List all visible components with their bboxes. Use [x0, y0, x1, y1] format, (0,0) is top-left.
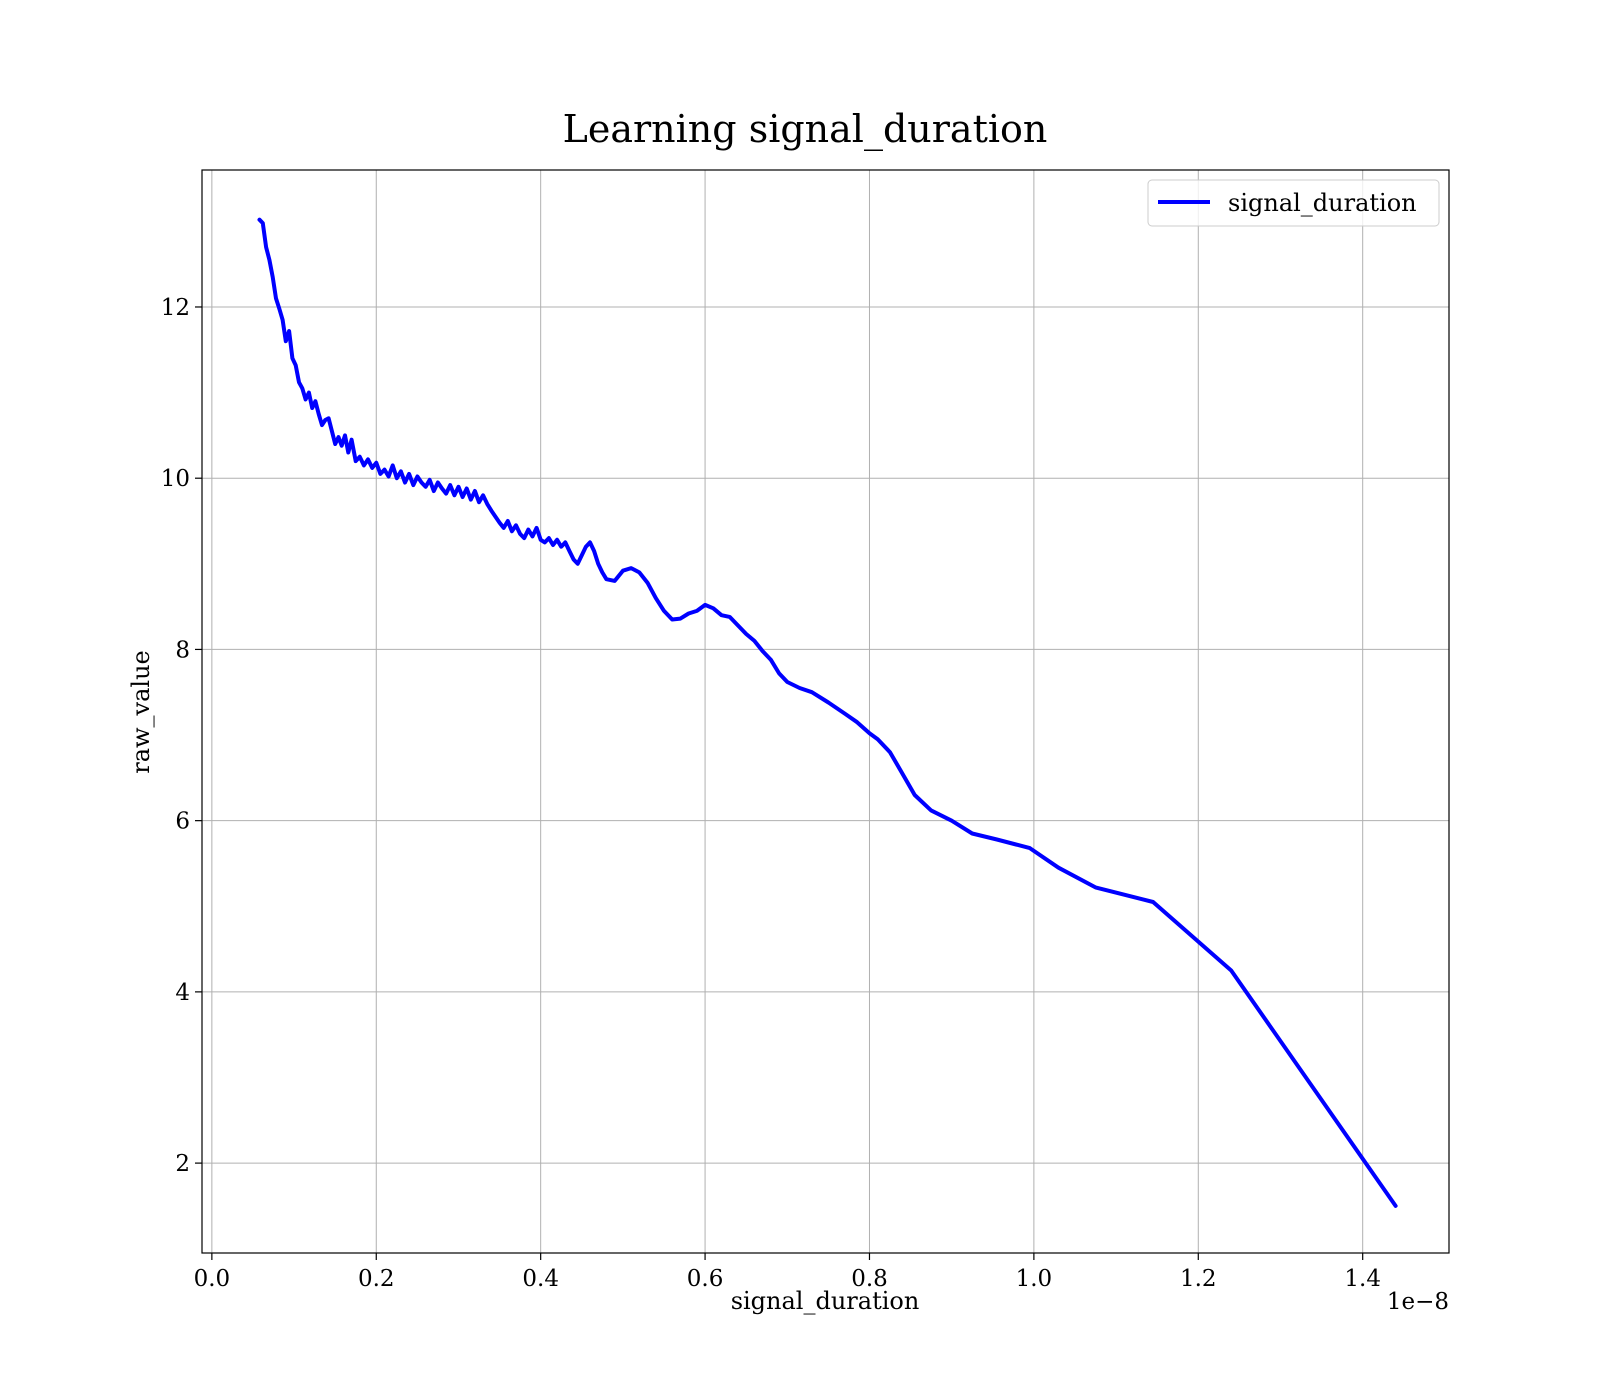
- x-axis-label: signal_duration: [731, 1287, 920, 1315]
- x-tick-label: 0.4: [522, 1266, 559, 1292]
- x-tick-label: 1.0: [1016, 1266, 1053, 1292]
- legend: signal_duration: [1147, 179, 1440, 227]
- x-tick-label: 1.2: [1180, 1266, 1217, 1292]
- y-tick-label: 2: [175, 1151, 190, 1177]
- series-line-signal-duration: [257, 217, 1398, 1208]
- plot-frame: [201, 169, 1450, 1254]
- grid: [202, 170, 1449, 1253]
- x-tick-label: 0.6: [687, 1266, 724, 1292]
- y-axis-label: raw_value: [127, 650, 155, 774]
- y-tick-label: 8: [175, 637, 190, 663]
- x-tick-label: 1.4: [1344, 1266, 1381, 1292]
- y-tick-label: 4: [175, 980, 190, 1006]
- series-layer: [257, 217, 1398, 1208]
- y-tick-label: 10: [161, 466, 190, 492]
- x-tick-label: 0.2: [358, 1266, 395, 1292]
- y-tick-label: 12: [161, 295, 190, 321]
- legend-label-signal-duration: signal_duration: [1228, 189, 1417, 217]
- x-tick-label: 0.8: [851, 1266, 888, 1292]
- x-tick-label: 0.0: [194, 1266, 231, 1292]
- chart-title: Learning signal_duration: [563, 107, 1048, 152]
- y-tick-label: 6: [175, 809, 190, 835]
- legend-box: [1147, 179, 1440, 227]
- x-axis: 0.0 0.2 0.4 0.6 0.8 1.0 1.2 1.4: [194, 1253, 1381, 1292]
- y-axis: 2 4 6 8 10 12: [161, 295, 202, 1177]
- x-axis-offset-text: 1e−8: [1387, 1289, 1449, 1315]
